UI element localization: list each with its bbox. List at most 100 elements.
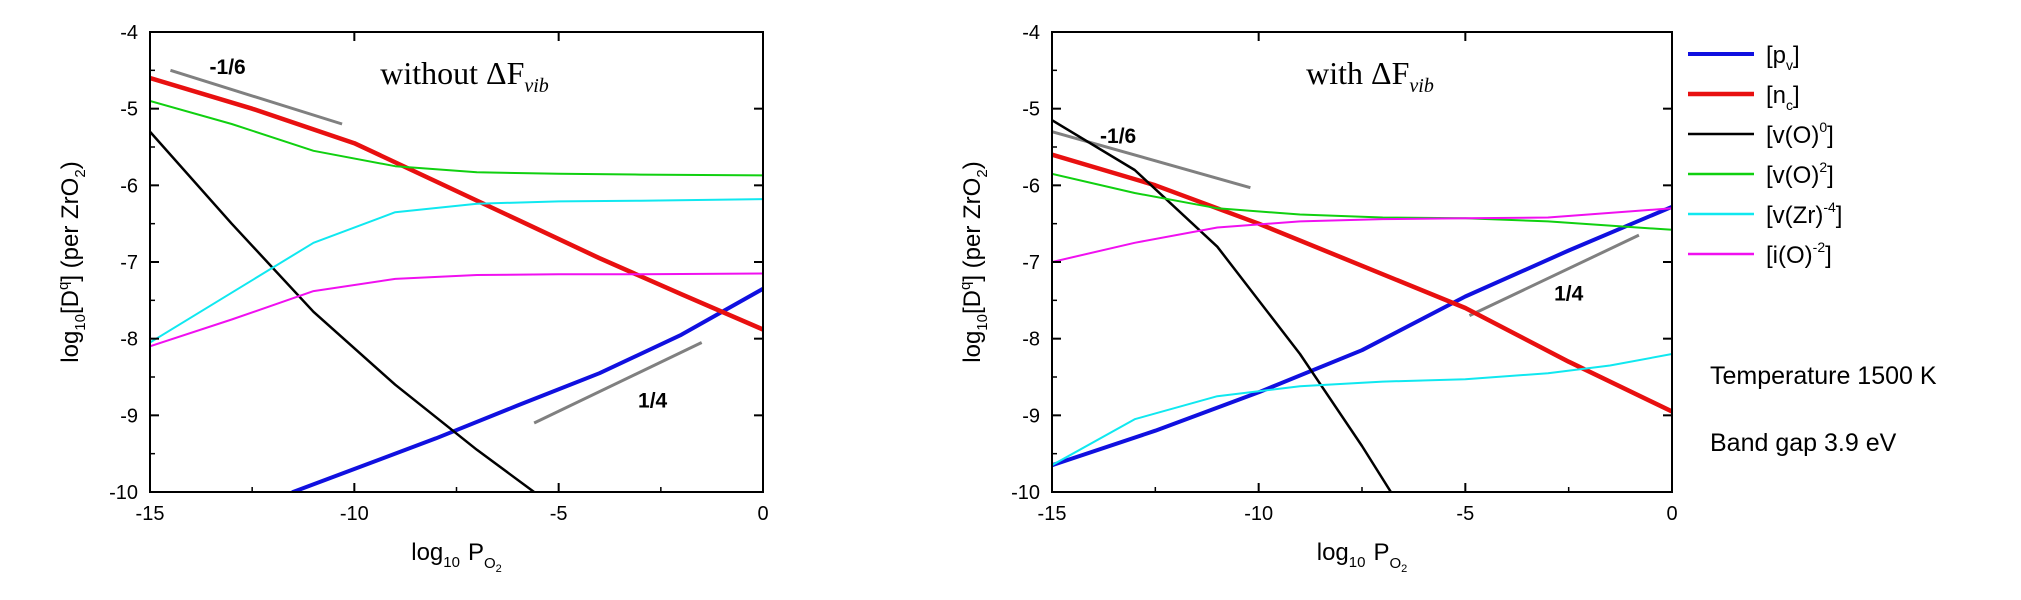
y-axis-label-part: log: [57, 331, 84, 363]
legend-label: [v(O)0]: [1766, 119, 1834, 149]
y-tick-label: -6: [120, 175, 138, 197]
slope-label: -1/6: [210, 56, 246, 79]
legend-label-base: [v(O): [1766, 122, 1819, 149]
x-tick-label: -5: [1456, 503, 1474, 525]
x-axis-label-var-sub2: 2: [1401, 563, 1407, 575]
legend-label-close: ]: [1827, 122, 1834, 149]
y-axis-label-end-sub: 2: [974, 169, 991, 177]
legend-label-close: ]: [1793, 42, 1800, 69]
x-tick-label: -10: [1244, 503, 1273, 525]
chart-title-sub: vib: [524, 75, 548, 97]
legend-label-sup: 2: [1819, 159, 1827, 175]
x-axis-label-sub: 10: [1349, 554, 1366, 571]
series-group: [1052, 118, 1672, 492]
y-tick-label: -5: [120, 99, 138, 121]
y-axis-label: log10[Dq] (per ZrO2): [55, 161, 89, 362]
series-line-1: [1052, 204, 1672, 468]
x-axis-label-sub: 10: [443, 554, 460, 571]
x-axis-label-var: P: [1373, 539, 1389, 566]
y-axis-label-sub: 10: [974, 314, 991, 331]
y-tick-label: -4: [1022, 22, 1040, 44]
legend-item: [v(O)0]: [1688, 119, 1834, 149]
legend-label: [nc]: [1766, 82, 1800, 113]
chart-title: with ΔFvib: [1306, 55, 1434, 97]
y-tick-label: -9: [1022, 405, 1040, 427]
slope-guide-line: [533, 341, 703, 425]
x-tick-label: 0: [757, 503, 768, 525]
y-axis-label: log10[Dq] (per ZrO2): [957, 161, 991, 362]
series-line-3: [1052, 118, 1393, 492]
series-line-4: [150, 100, 763, 177]
legend-label-base: [p: [1766, 42, 1786, 69]
y-tick-label: -7: [120, 252, 138, 274]
legend-label-base: [v(O): [1766, 162, 1819, 189]
legend-item: [v(Zr)-4]: [1688, 199, 1842, 229]
legend-label-sub: c: [1786, 97, 1793, 113]
series-line-4: [1052, 172, 1672, 231]
y-axis-label-end: ] (per ZrO: [57, 178, 84, 282]
legend-item: [i(O)-2]: [1688, 239, 1832, 269]
x-axis-label-var-sub: O: [1389, 555, 1401, 572]
legend-label-base: [v(Zr): [1766, 202, 1823, 229]
chart-title-text: without ΔF: [380, 55, 524, 91]
legend-label: [i(O)-2]: [1766, 239, 1832, 269]
y-axis-label-close: ): [959, 161, 986, 169]
legend-label-sup: -4: [1823, 199, 1836, 215]
slope-label: 1/4: [1554, 282, 1584, 305]
y-tick-label: -5: [1022, 99, 1040, 121]
legend-label: [pv]: [1766, 42, 1800, 73]
y-tick-label: -8: [120, 329, 138, 351]
plot-frame: [149, 31, 764, 493]
legend: [pv][nc][v(O)0][v(O)2][v(Zr)-4][i(O)-2]: [1688, 42, 1842, 269]
series-line-5: [1052, 353, 1672, 467]
series-line-6: [150, 272, 763, 348]
y-axis-label-sup: q: [957, 282, 974, 290]
x-axis-label-var-sub: O: [484, 555, 496, 572]
x-axis-label: log10 PO2: [411, 539, 502, 575]
legend-label-close: ]: [1793, 82, 1800, 109]
series-line-6: [1052, 207, 1672, 263]
legend-label-close: ]: [1836, 202, 1843, 229]
y-axis-label-close: ): [57, 161, 84, 169]
legend-label-sub: v: [1786, 57, 1793, 73]
temperature-note: Temperature 1500 K: [1710, 362, 1937, 390]
x-tick-label: -10: [340, 503, 369, 525]
y-axis-label-mid: [D: [57, 290, 84, 314]
legend-label-base: [i(O): [1766, 242, 1813, 269]
series-line-2: [150, 75, 763, 332]
series-line-2: [1052, 152, 1672, 414]
legend-label-sup: -2: [1813, 239, 1826, 255]
y-axis-label-end-sub: 2: [72, 169, 89, 177]
legend-label: [v(O)2]: [1766, 159, 1834, 189]
y-axis-label-end: ] (per ZrO: [959, 178, 986, 282]
y-axis-label-sub: 10: [72, 314, 89, 331]
x-axis-label-var: P: [468, 539, 484, 566]
y-tick-label: -7: [1022, 252, 1040, 274]
legend-label-close: ]: [1825, 242, 1832, 269]
y-axis-label-mid: [D: [959, 290, 986, 314]
slope-guide-line: [1468, 233, 1640, 318]
y-axis-label-part: log: [959, 331, 986, 363]
series-group: [150, 75, 763, 492]
slope-label: -1/6: [1100, 125, 1136, 148]
x-tick-label: -15: [1038, 503, 1067, 525]
band-gap-note: Band gap 3.9 eV: [1710, 429, 1897, 457]
slope-guide-line: [169, 68, 343, 126]
legend-label: [v(Zr)-4]: [1766, 199, 1842, 229]
y-axis-label-sup: q: [55, 282, 72, 290]
chart-title-text: with ΔF: [1306, 55, 1409, 91]
legend-item: [v(O)2]: [1688, 159, 1834, 189]
legend-item: [pv]: [1688, 42, 1800, 73]
x-tick-label: -15: [136, 503, 165, 525]
x-axis-label-part: log: [1317, 539, 1349, 566]
series-line-3: [150, 130, 536, 492]
x-axis-label: log10 PO2: [1317, 539, 1408, 575]
x-tick-label: 0: [1666, 503, 1677, 525]
legend-label-sup: 0: [1819, 119, 1827, 135]
y-tick-label: -4: [120, 22, 138, 44]
legend-item: [nc]: [1688, 82, 1800, 113]
y-tick-label: -10: [109, 482, 138, 504]
